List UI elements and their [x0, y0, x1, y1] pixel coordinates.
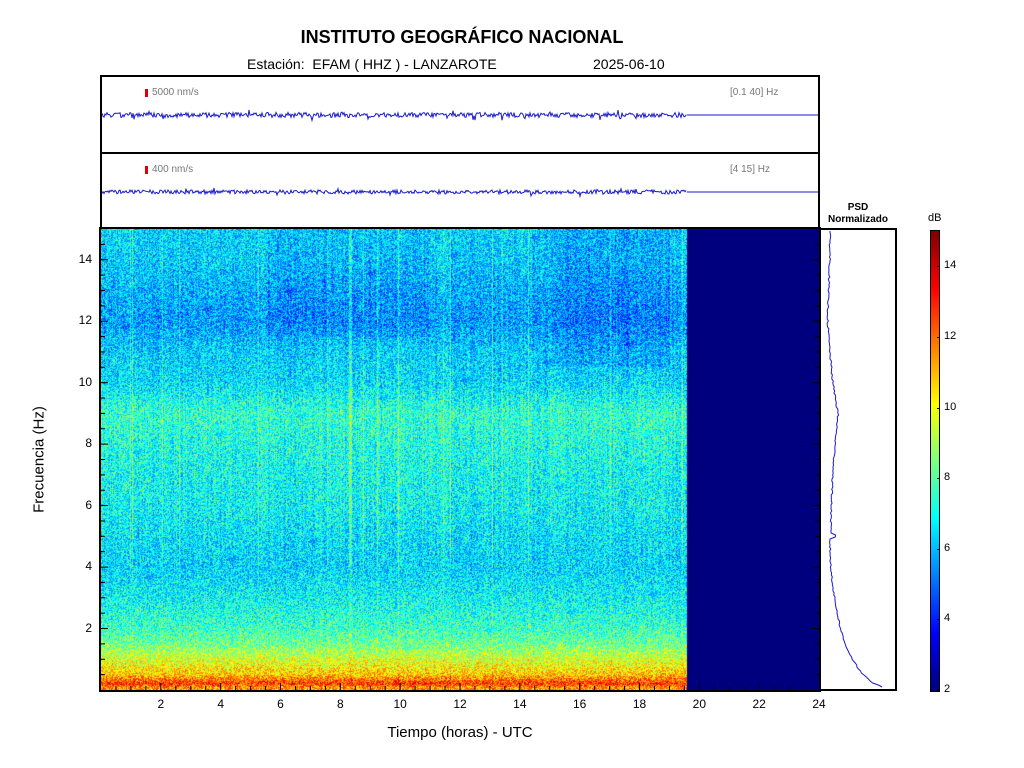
trace-band-label: [4 15] Hz — [730, 164, 771, 175]
y-tick-label: 12 — [78, 313, 92, 328]
page-title: INSTITUTO GEOGRÁFICO NACIONAL — [300, 27, 624, 47]
trace-scale-label: 400 nm/s — [152, 164, 194, 175]
x-tick-label: 6 — [277, 697, 284, 711]
station-label: Estación: EFAM ( HHZ ) - LANZAROTE — [247, 56, 497, 72]
psd-plot — [819, 228, 897, 691]
colorbar — [930, 230, 940, 692]
x-tick-label: 4 — [217, 697, 224, 711]
colorbar-tick-label: 6 — [944, 541, 951, 554]
x-tick-label: 10 — [393, 697, 407, 711]
colorbar-tick — [937, 619, 940, 621]
date-label: 2025-06-10 — [593, 56, 665, 72]
colorbar-tick — [937, 478, 940, 480]
scale-bar-icon — [145, 89, 148, 97]
x-tick-label: 2 — [157, 697, 165, 711]
trace-waveform-broadband — [101, 109, 818, 123]
colorbar-tick — [937, 690, 940, 691]
y-tick-label: 8 — [85, 436, 92, 451]
psd-title: PSD Normalizado — [827, 202, 888, 225]
colorbar-tick — [937, 266, 940, 268]
colorbar-tick-label: 14 — [944, 259, 957, 272]
colorbar-tick-label: 10 — [944, 400, 957, 413]
scale-bar-icon — [145, 166, 148, 174]
y-tick-label: 6 — [85, 497, 92, 512]
spectrogram-frame — [99, 227, 821, 692]
colorbar-tick-label: 12 — [944, 329, 957, 342]
colorbar-tick — [937, 336, 940, 338]
x-axis-title: Tiempo (horas) - UTC — [387, 724, 533, 741]
psd-frame — [819, 228, 897, 691]
x-tick-label: 22 — [752, 697, 766, 711]
colorbar-tick-label: 4 — [944, 612, 951, 625]
x-tick-label: 24 — [812, 697, 826, 711]
psd-line — [826, 230, 883, 688]
colorbar-tick — [937, 407, 940, 409]
colorbar-tick — [937, 548, 940, 550]
trace-band-label: [0.1 40] Hz — [730, 87, 779, 98]
y-tick-label: 4 — [85, 559, 92, 574]
x-tick-label: 12 — [453, 697, 467, 711]
x-tick-label: 18 — [632, 697, 647, 711]
colorbar-tick-label: 2 — [944, 683, 951, 695]
y-tick-label: 14 — [78, 251, 92, 266]
x-tick-label: 14 — [513, 697, 527, 711]
trace-scale-label: 5000 nm/s — [152, 87, 199, 98]
y-tick-label: 2 — [85, 620, 92, 635]
colorbar-tick-label: 8 — [944, 471, 951, 484]
trace-waveform-filtered — [101, 186, 818, 199]
y-axis-title: Frecuencia (Hz) — [30, 406, 48, 513]
spectrogram-axes — [99, 227, 821, 692]
trace-line — [101, 109, 687, 123]
colorbar-unit: dB — [928, 212, 942, 224]
y-tick-label: 10 — [78, 374, 92, 389]
x-tick-label: 8 — [336, 697, 344, 711]
x-tick-label: 16 — [572, 697, 587, 711]
x-tick-label: 20 — [692, 697, 706, 711]
spectrogram-heatmap — [101, 229, 819, 690]
trace-line — [101, 186, 687, 199]
